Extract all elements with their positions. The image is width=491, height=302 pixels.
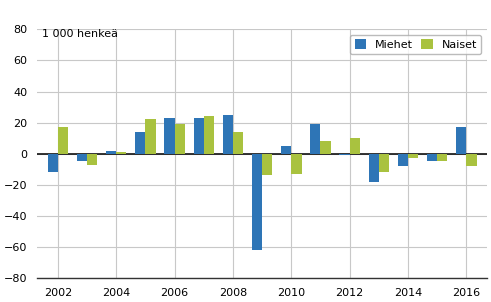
Bar: [77, 154, 87, 162]
Bar: [233, 132, 243, 154]
Bar: [310, 124, 321, 154]
Bar: [204, 116, 214, 154]
Bar: [175, 124, 185, 154]
Bar: [48, 154, 58, 172]
Bar: [135, 132, 145, 154]
Bar: [466, 154, 477, 166]
Legend: Miehet, Naiset: Miehet, Naiset: [350, 35, 481, 54]
Bar: [58, 127, 68, 154]
Bar: [427, 154, 437, 162]
Bar: [339, 154, 350, 155]
Bar: [262, 154, 273, 175]
Bar: [321, 141, 331, 154]
Bar: [145, 120, 156, 154]
Bar: [437, 154, 447, 162]
Bar: [193, 118, 204, 154]
Bar: [350, 138, 360, 154]
Bar: [87, 154, 97, 165]
Bar: [252, 154, 262, 250]
Bar: [369, 154, 379, 182]
Bar: [408, 154, 418, 158]
Bar: [164, 118, 175, 154]
Bar: [379, 154, 389, 172]
Bar: [456, 127, 466, 154]
Bar: [116, 152, 126, 154]
Bar: [291, 154, 301, 174]
Bar: [223, 115, 233, 154]
Bar: [281, 146, 291, 154]
Bar: [398, 154, 408, 166]
Bar: [106, 151, 116, 154]
Text: 1 000 henkeä: 1 000 henkeä: [42, 29, 118, 39]
